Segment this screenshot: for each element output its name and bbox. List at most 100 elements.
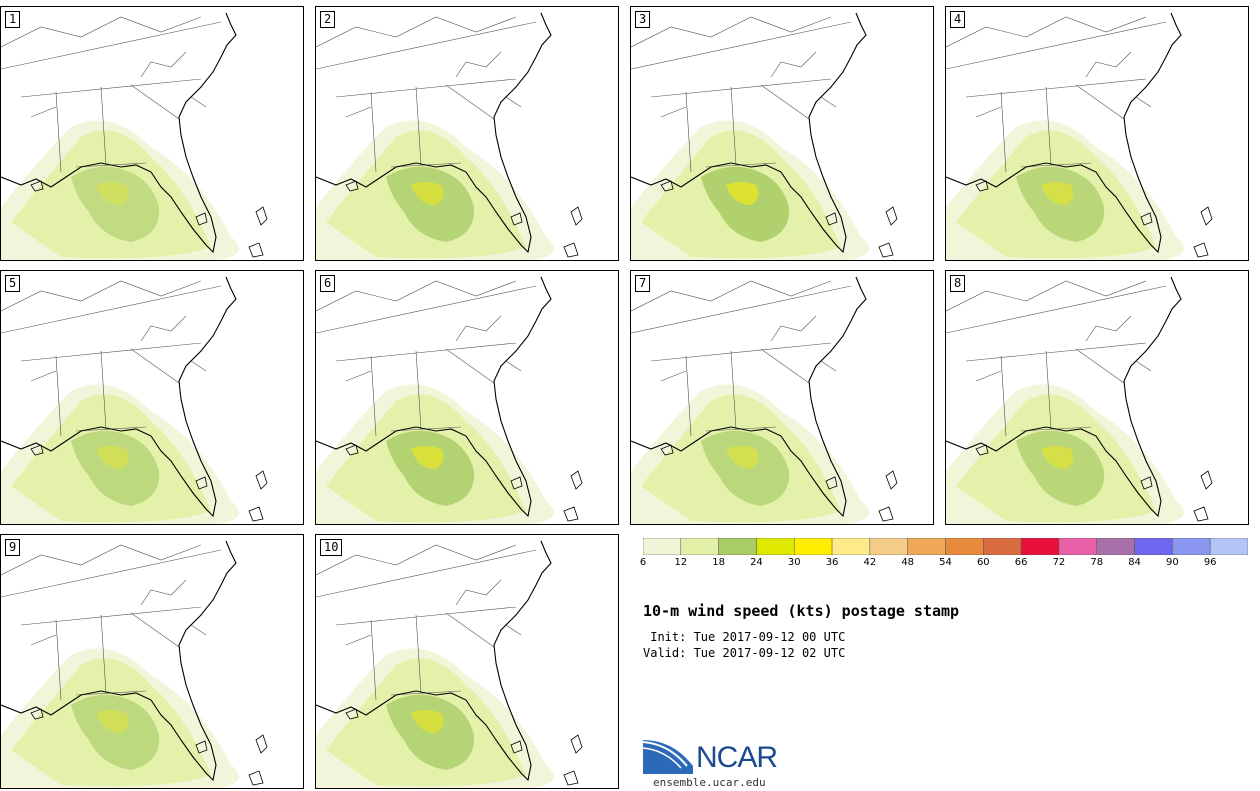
state-border [1075, 348, 1125, 384]
state-border [1000, 91, 1007, 173]
state-border [370, 355, 377, 437]
wind-contour [1041, 446, 1074, 469]
state-border [140, 51, 187, 78]
island-outline [1193, 506, 1209, 522]
wind-contour [726, 182, 759, 205]
state-border [1, 280, 202, 312]
state-border [455, 579, 502, 606]
island-outline [975, 444, 989, 456]
island-outline [878, 506, 894, 522]
colorbar-tick-label: 12 [674, 557, 688, 568]
ensemble-member-panel: 8 [945, 270, 1249, 525]
state-border [650, 342, 832, 362]
state-border [946, 21, 1167, 70]
state-border [760, 84, 810, 120]
state-border [415, 614, 422, 694]
colorbar-tick-label: 96 [1203, 557, 1217, 568]
coastline [631, 276, 867, 518]
wind-contour [386, 694, 475, 770]
island-outline [255, 206, 268, 226]
state-border [445, 612, 495, 648]
colorbar-swatch [718, 538, 757, 555]
coastline [946, 276, 1182, 518]
state-border [316, 21, 537, 70]
island-outline [885, 206, 898, 226]
state-border [631, 16, 832, 48]
ensemble-member-panel: 10 [315, 534, 619, 789]
coastline [316, 12, 552, 254]
state-border [455, 51, 502, 78]
state-border [335, 78, 517, 98]
wind-speed-map [1, 276, 268, 524]
colorbar-swatch [869, 538, 908, 555]
state-border [316, 16, 517, 48]
ncar-logo [643, 740, 693, 774]
state-border [55, 619, 62, 701]
member-number-label: 6 [320, 275, 336, 292]
state-border [946, 285, 1167, 334]
wind-speed-map [946, 276, 1213, 524]
island-outline [1140, 212, 1153, 226]
colorbar-tick-label: 48 [901, 557, 915, 568]
state-border [965, 342, 1147, 362]
member-number-label: 9 [5, 539, 21, 556]
island-outline [1193, 242, 1209, 258]
state-border [650, 78, 832, 98]
state-border [975, 370, 1002, 382]
state-border [316, 280, 517, 312]
island-outline [878, 242, 894, 258]
island-outline [30, 180, 44, 192]
island-outline [563, 506, 579, 522]
island-outline [825, 476, 838, 490]
wind-contour [71, 694, 160, 770]
state-border [30, 370, 57, 382]
coastline [1, 540, 237, 782]
member-number-label: 1 [5, 11, 21, 28]
state-border [30, 106, 57, 118]
state-border [631, 21, 852, 70]
state-border [1075, 84, 1125, 120]
island-outline [570, 734, 583, 754]
coastline [316, 276, 552, 518]
member-number-label: 8 [950, 275, 966, 292]
wind-contour [701, 430, 790, 506]
ensemble-member-panel: 1 [0, 6, 304, 261]
ensemble-member-panel: 3 [630, 6, 934, 261]
colorbar-swatch [907, 538, 946, 555]
island-outline [563, 242, 579, 258]
ncar-logo-text: NCAR [696, 741, 778, 774]
colorbar-swatch [680, 538, 719, 555]
state-border [455, 315, 502, 342]
state-border [1, 544, 202, 576]
state-border [345, 370, 372, 382]
island-outline [825, 212, 838, 226]
wind-speed-map [316, 540, 583, 788]
site-url: ensemble.ucar.edu [653, 776, 766, 789]
coastline [631, 12, 867, 254]
colorbar-tick-label: 6 [639, 557, 647, 568]
colorbar-tick-label: 18 [712, 557, 725, 568]
state-border [1045, 350, 1052, 430]
state-border [1, 21, 222, 70]
colorbar-tick-label: 78 [1090, 557, 1104, 568]
state-border [100, 614, 107, 694]
wind-contour [1016, 430, 1105, 506]
island-outline [510, 740, 523, 754]
member-number-label: 10 [320, 539, 343, 556]
state-border [20, 78, 202, 98]
colorbar-swatch [1096, 538, 1135, 555]
colorbar-tick-label: 84 [1128, 557, 1141, 568]
state-border [1, 285, 222, 334]
state-border [770, 51, 817, 78]
wind-speed-map [316, 12, 583, 260]
coastline [1, 12, 237, 254]
member-number-label: 7 [635, 275, 651, 292]
state-border [1, 549, 222, 598]
colorbar-tick-label: 54 [939, 557, 952, 568]
state-border [631, 285, 852, 334]
ensemble-member-panel: 4 [945, 6, 1249, 261]
member-number-label: 5 [5, 275, 21, 292]
wind-speed-map [631, 12, 898, 260]
colorbar-tick-label: 60 [976, 557, 990, 568]
wind-speed-map [316, 276, 583, 524]
